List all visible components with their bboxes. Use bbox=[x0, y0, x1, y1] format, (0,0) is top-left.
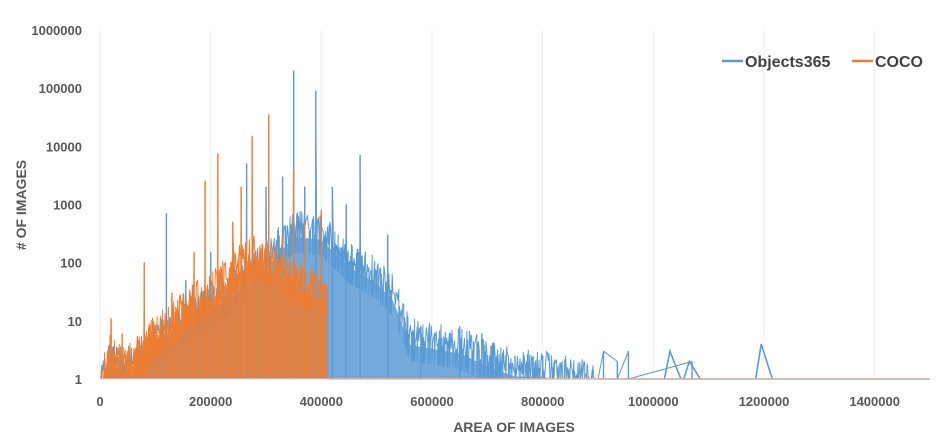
series-bump bbox=[754, 343, 774, 380]
y-tick-label: 1 bbox=[75, 372, 82, 387]
legend-label-coco: COCO bbox=[875, 54, 923, 71]
x-axis-title: AREA OF IMAGES bbox=[453, 419, 575, 435]
y-tick-label: 10000 bbox=[46, 139, 82, 154]
y-axis-title: # OF IMAGES bbox=[13, 160, 29, 250]
gridlines bbox=[99, 30, 876, 379]
y-tick-label: 1000000 bbox=[31, 23, 82, 38]
x-tick-label: 1200000 bbox=[739, 394, 790, 409]
x-tick-label: 600000 bbox=[410, 394, 453, 409]
series-bump bbox=[663, 348, 682, 380]
y-tick-label: 10 bbox=[68, 314, 82, 329]
series-body bbox=[100, 263, 327, 379]
coco-series-area bbox=[100, 114, 930, 380]
x-tick-label: 400000 bbox=[300, 394, 343, 409]
x-tick-label: 200000 bbox=[189, 394, 232, 409]
y-tick-label: 100000 bbox=[39, 81, 82, 96]
x-tick-label: 1400000 bbox=[849, 394, 900, 409]
y-axis-ticks: 1 10 100 1000 10000 100000 1000000 bbox=[31, 23, 82, 387]
x-tick-label: 0 bbox=[96, 394, 103, 409]
legend: Objects365 COCO bbox=[722, 54, 923, 71]
x-tick-label: 1000000 bbox=[628, 394, 679, 409]
x-axis-ticks: 0 200000 400000 600000 800000 1000000 1200000 1… bbox=[96, 394, 900, 409]
y-tick-label: 100 bbox=[60, 256, 82, 271]
legend-label-objects365: Objects365 bbox=[745, 54, 830, 71]
x-tick-label: 800000 bbox=[521, 394, 564, 409]
y-tick-label: 1000 bbox=[53, 198, 82, 213]
series-bump bbox=[683, 359, 702, 380]
